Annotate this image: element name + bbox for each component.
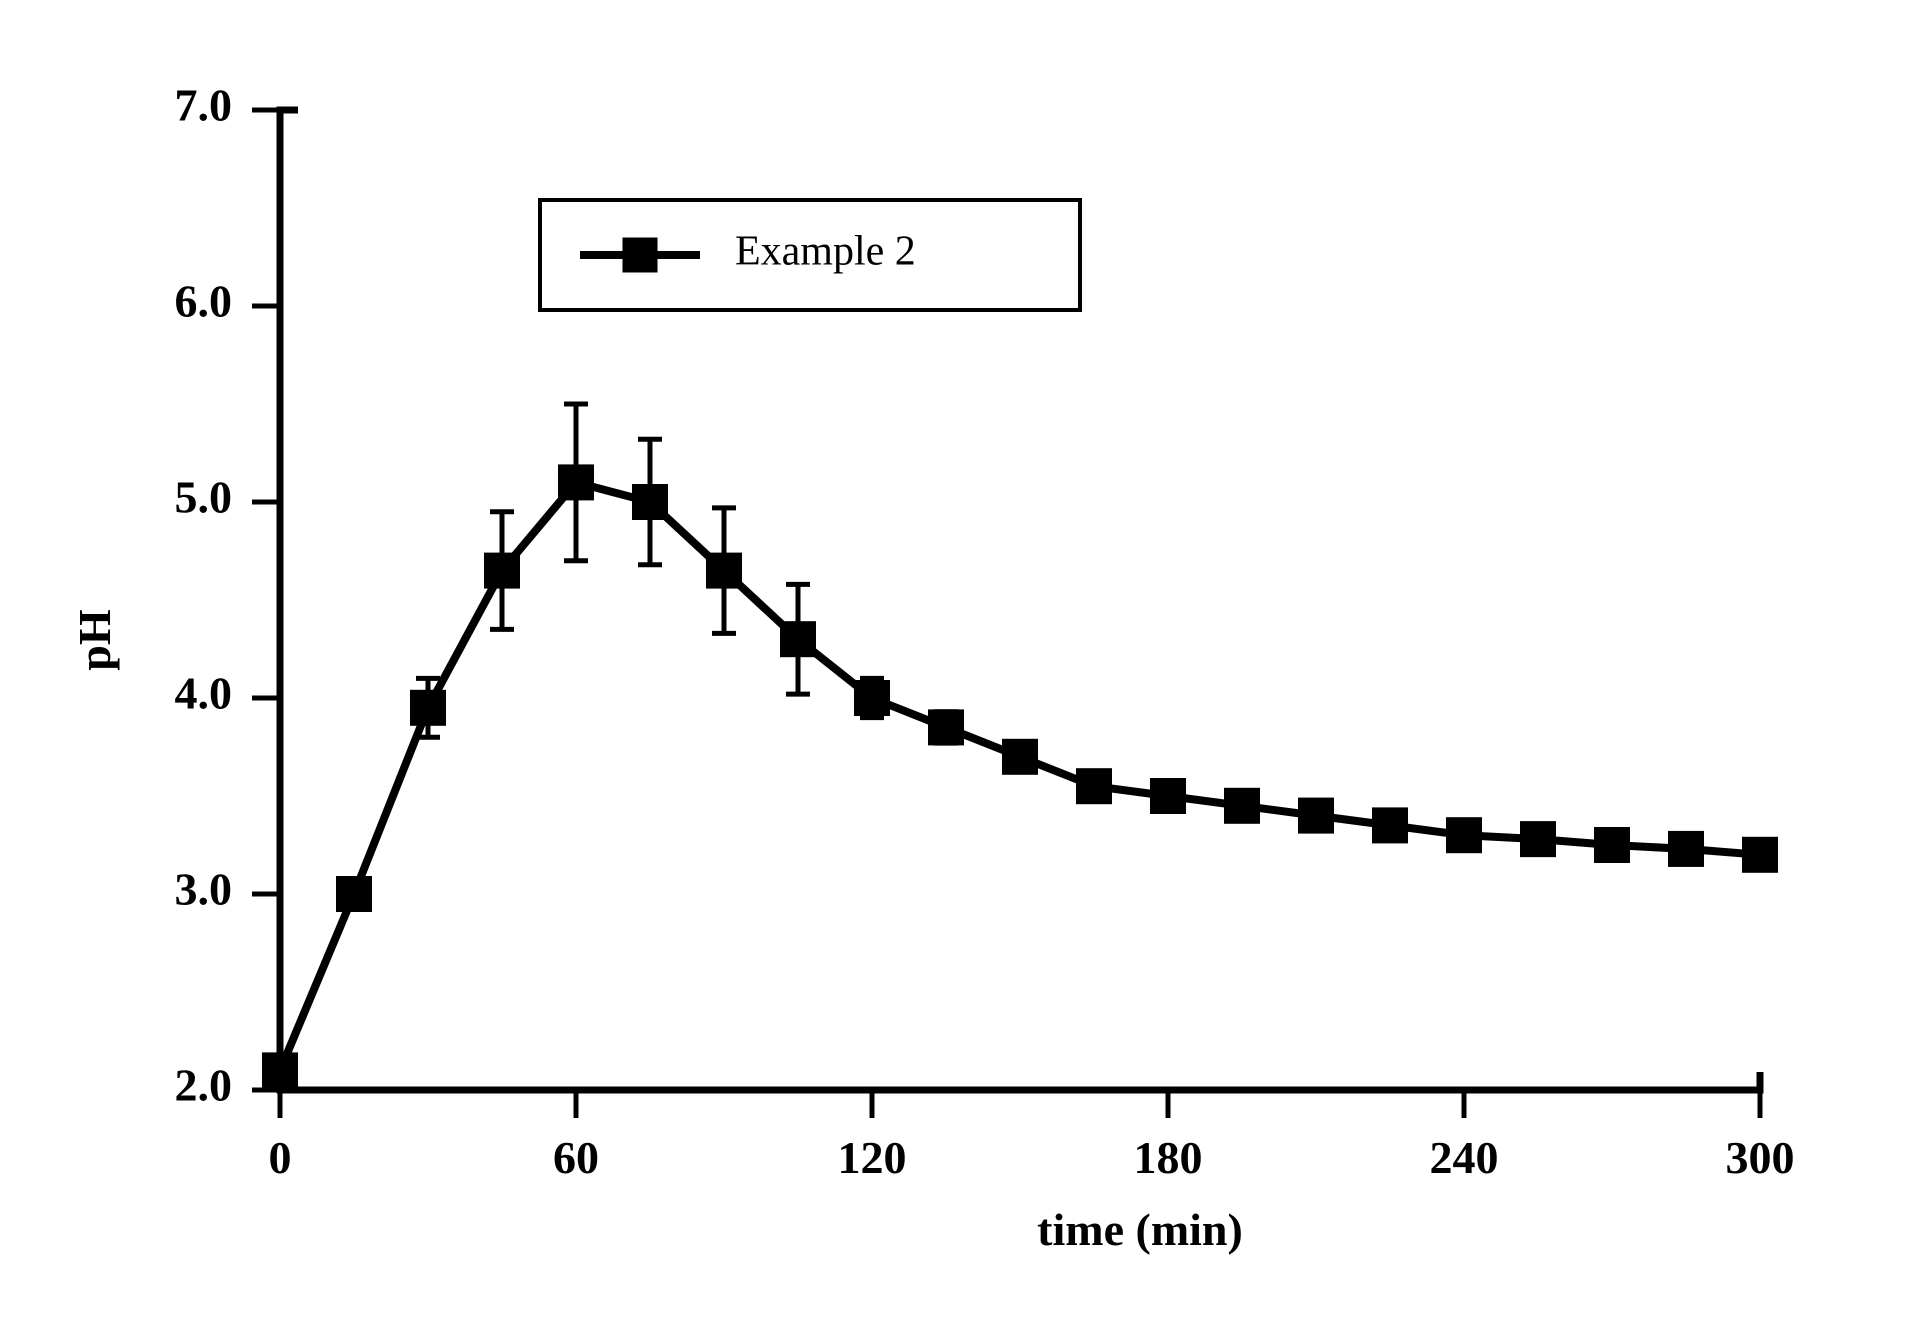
x-tick-label: 60 (553, 1132, 599, 1183)
data-point-marker (1447, 818, 1481, 852)
x-tick-label: 240 (1430, 1132, 1499, 1183)
y-tick-label: 4.0 (175, 668, 233, 719)
data-point-marker (1225, 789, 1259, 823)
data-point-marker (1299, 799, 1333, 833)
data-point-marker (1521, 822, 1555, 856)
data-point-marker (1373, 808, 1407, 842)
y-tick-label: 6.0 (175, 276, 233, 327)
y-tick-label: 5.0 (175, 472, 233, 523)
data-point-marker (1077, 769, 1111, 803)
data-point-marker (411, 691, 445, 725)
data-point-marker (263, 1053, 297, 1087)
x-tick-label: 0 (269, 1132, 292, 1183)
data-point-marker (707, 554, 741, 588)
x-tick-label: 180 (1134, 1132, 1203, 1183)
ph-vs-time-chart: 2.0 3.0 4.0 5.0 6.0 7.0 0 60 120 180 240 300 time (m… (0, 0, 1911, 1317)
data-point-marker (855, 681, 889, 715)
x-tick-label: 120 (838, 1132, 907, 1183)
data-point-marker (929, 710, 963, 744)
chart-svg: 2.0 3.0 4.0 5.0 6.0 7.0 0 60 120 180 240 300 time (m… (0, 0, 1911, 1317)
y-tick-label: 7.0 (175, 80, 233, 131)
data-point-marker (337, 877, 371, 911)
x-axis-label: time (min) (1037, 1204, 1243, 1255)
data-point-marker (1743, 838, 1777, 872)
legend-sample-marker (623, 238, 657, 272)
y-tick-label: 3.0 (175, 864, 233, 915)
data-point-marker (633, 485, 667, 519)
data-point-marker (781, 622, 815, 656)
data-point-marker (1003, 740, 1037, 774)
data-point-marker (1151, 779, 1185, 813)
data-point-marker (1669, 832, 1703, 866)
x-tick-label: 300 (1726, 1132, 1795, 1183)
data-point-marker (485, 554, 519, 588)
data-point-marker (559, 465, 593, 499)
data-point-marker (1595, 828, 1629, 862)
y-axis-label: pH (69, 609, 120, 671)
y-tick-label: 2.0 (175, 1060, 233, 1111)
legend-label: Example 2 (735, 229, 916, 275)
